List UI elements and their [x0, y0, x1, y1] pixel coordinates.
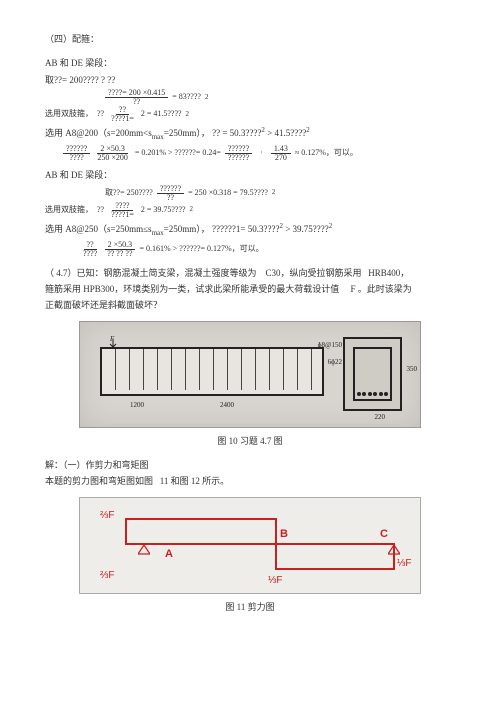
figure-caption: 图 11 剪力图	[45, 600, 455, 614]
figure-11: A B C ⅔F ⅔F ⅓F ⅓F 图 11 剪力图	[45, 497, 455, 614]
text: 选用 A8@200（s=200mm<smax=250mm）， ?? = 50.3…	[45, 125, 455, 143]
calc-row: ????= 200 ×0.415?? = 83????2	[45, 89, 455, 106]
problem-text: 正截面破坏还是斜截面破坏？	[45, 298, 455, 312]
calc-row: ?????????? 2 ×50.3250 ×200 = 0.201% > ??…	[45, 145, 455, 162]
solution-heading: 解：（一）作剪力和弯矩图	[45, 458, 455, 472]
calc-row: 取??= 250???? ???????? = 250 ×0.318 = 79.…	[45, 185, 455, 202]
text: 选用 A8@250（s=250mm≤smax=250mm）， ??????1= …	[45, 221, 455, 239]
calc-row: ?????? 2 ×50.3?? ?? ?? = 0.161% > ??????…	[45, 241, 455, 258]
problem-text: 箍筋采用 HPB300，环境类别为一类，试求此梁所能承受的最大荷载设计值 F 。…	[45, 282, 455, 296]
figure-caption: 图 10 习题 4.7 图	[45, 434, 455, 448]
shear-diagram: A B C ⅔F ⅔F ⅓F ⅓F	[79, 497, 421, 594]
text: 取??= 200???? ? ??	[45, 73, 455, 87]
beam-diagram: F 1200 2400 ɸ8@150 6ɸ22 350 220	[79, 321, 421, 428]
solution-text: 本题的剪力图和弯矩图如图 11 和图 12 所示。	[45, 474, 455, 488]
problem-text: （ 4.7）已知：钢筋混凝土简支梁，混凝土强度等级为 C30，纵向受拉钢筋采用 …	[45, 266, 455, 280]
ab-de-title-1: AB 和 DE 梁段：	[45, 56, 455, 70]
calc-row: 选用双肢箍， ?? ??????1= 2 = 41.5????2	[45, 106, 455, 123]
section-header: （四）配箍：	[45, 32, 455, 46]
figure-10: F 1200 2400 ɸ8@150 6ɸ22 350 220 图 10 习题 …	[45, 321, 455, 448]
ab-de-title-2: AB 和 DE 梁段：	[45, 168, 455, 182]
calc-row: 选用双肢箍， ?? ????????1= 2 = 39.75????2	[45, 202, 455, 219]
